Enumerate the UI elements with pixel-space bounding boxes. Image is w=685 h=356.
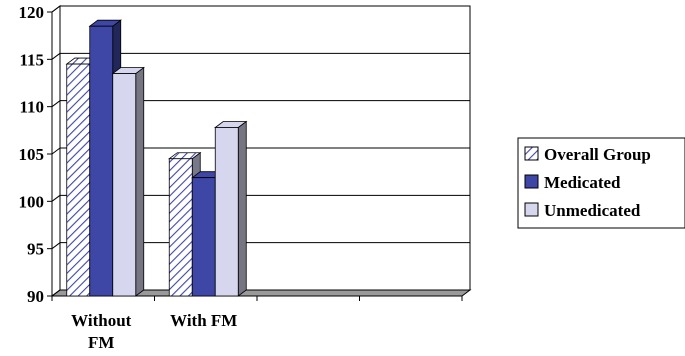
y-tick-label: 95 (27, 240, 44, 259)
y-tick-label: 120 (19, 3, 45, 22)
bar-front (214, 127, 239, 297)
gridline-side (51, 100, 61, 108)
bar-front (191, 177, 216, 297)
bar-front (89, 25, 114, 297)
gridline-side (51, 147, 61, 155)
legend-swatch (524, 202, 539, 217)
legend-swatch (524, 146, 539, 161)
bar-front (112, 73, 137, 297)
legend-swatch (524, 174, 539, 189)
x-category-label: Without FM (71, 311, 131, 352)
legend-box (517, 137, 685, 229)
bar (214, 120, 248, 297)
bars (65, 19, 248, 297)
bar-side (237, 120, 247, 297)
y-tick-label: 90 (27, 287, 44, 306)
legend: Overall Group Medicated Unmedicated (517, 137, 685, 229)
bar-side (135, 66, 145, 297)
legend-label: Unmedicated (544, 201, 641, 220)
bar-front (168, 158, 193, 297)
y-axis-tick-labels: 90 95 100 105 110 115 120 (19, 3, 45, 306)
gridline-side (51, 289, 61, 297)
y-tick-label: 115 (19, 50, 44, 69)
y-tick-label: 110 (19, 98, 44, 117)
legend-label: Overall Group (544, 145, 651, 164)
legend-label: Medicated (544, 173, 621, 192)
y-tick-label: 100 (19, 192, 45, 211)
gridline-side (51, 242, 61, 250)
bar-front (66, 63, 91, 297)
gridline-side (51, 5, 61, 13)
y-tick-label: 105 (19, 145, 45, 164)
x-category-label: With FM (170, 311, 237, 330)
gridline-side (51, 52, 61, 60)
bar (111, 66, 145, 297)
x-axis-category-labels: Without FM With FM (71, 311, 237, 352)
gridline-side (51, 194, 61, 202)
